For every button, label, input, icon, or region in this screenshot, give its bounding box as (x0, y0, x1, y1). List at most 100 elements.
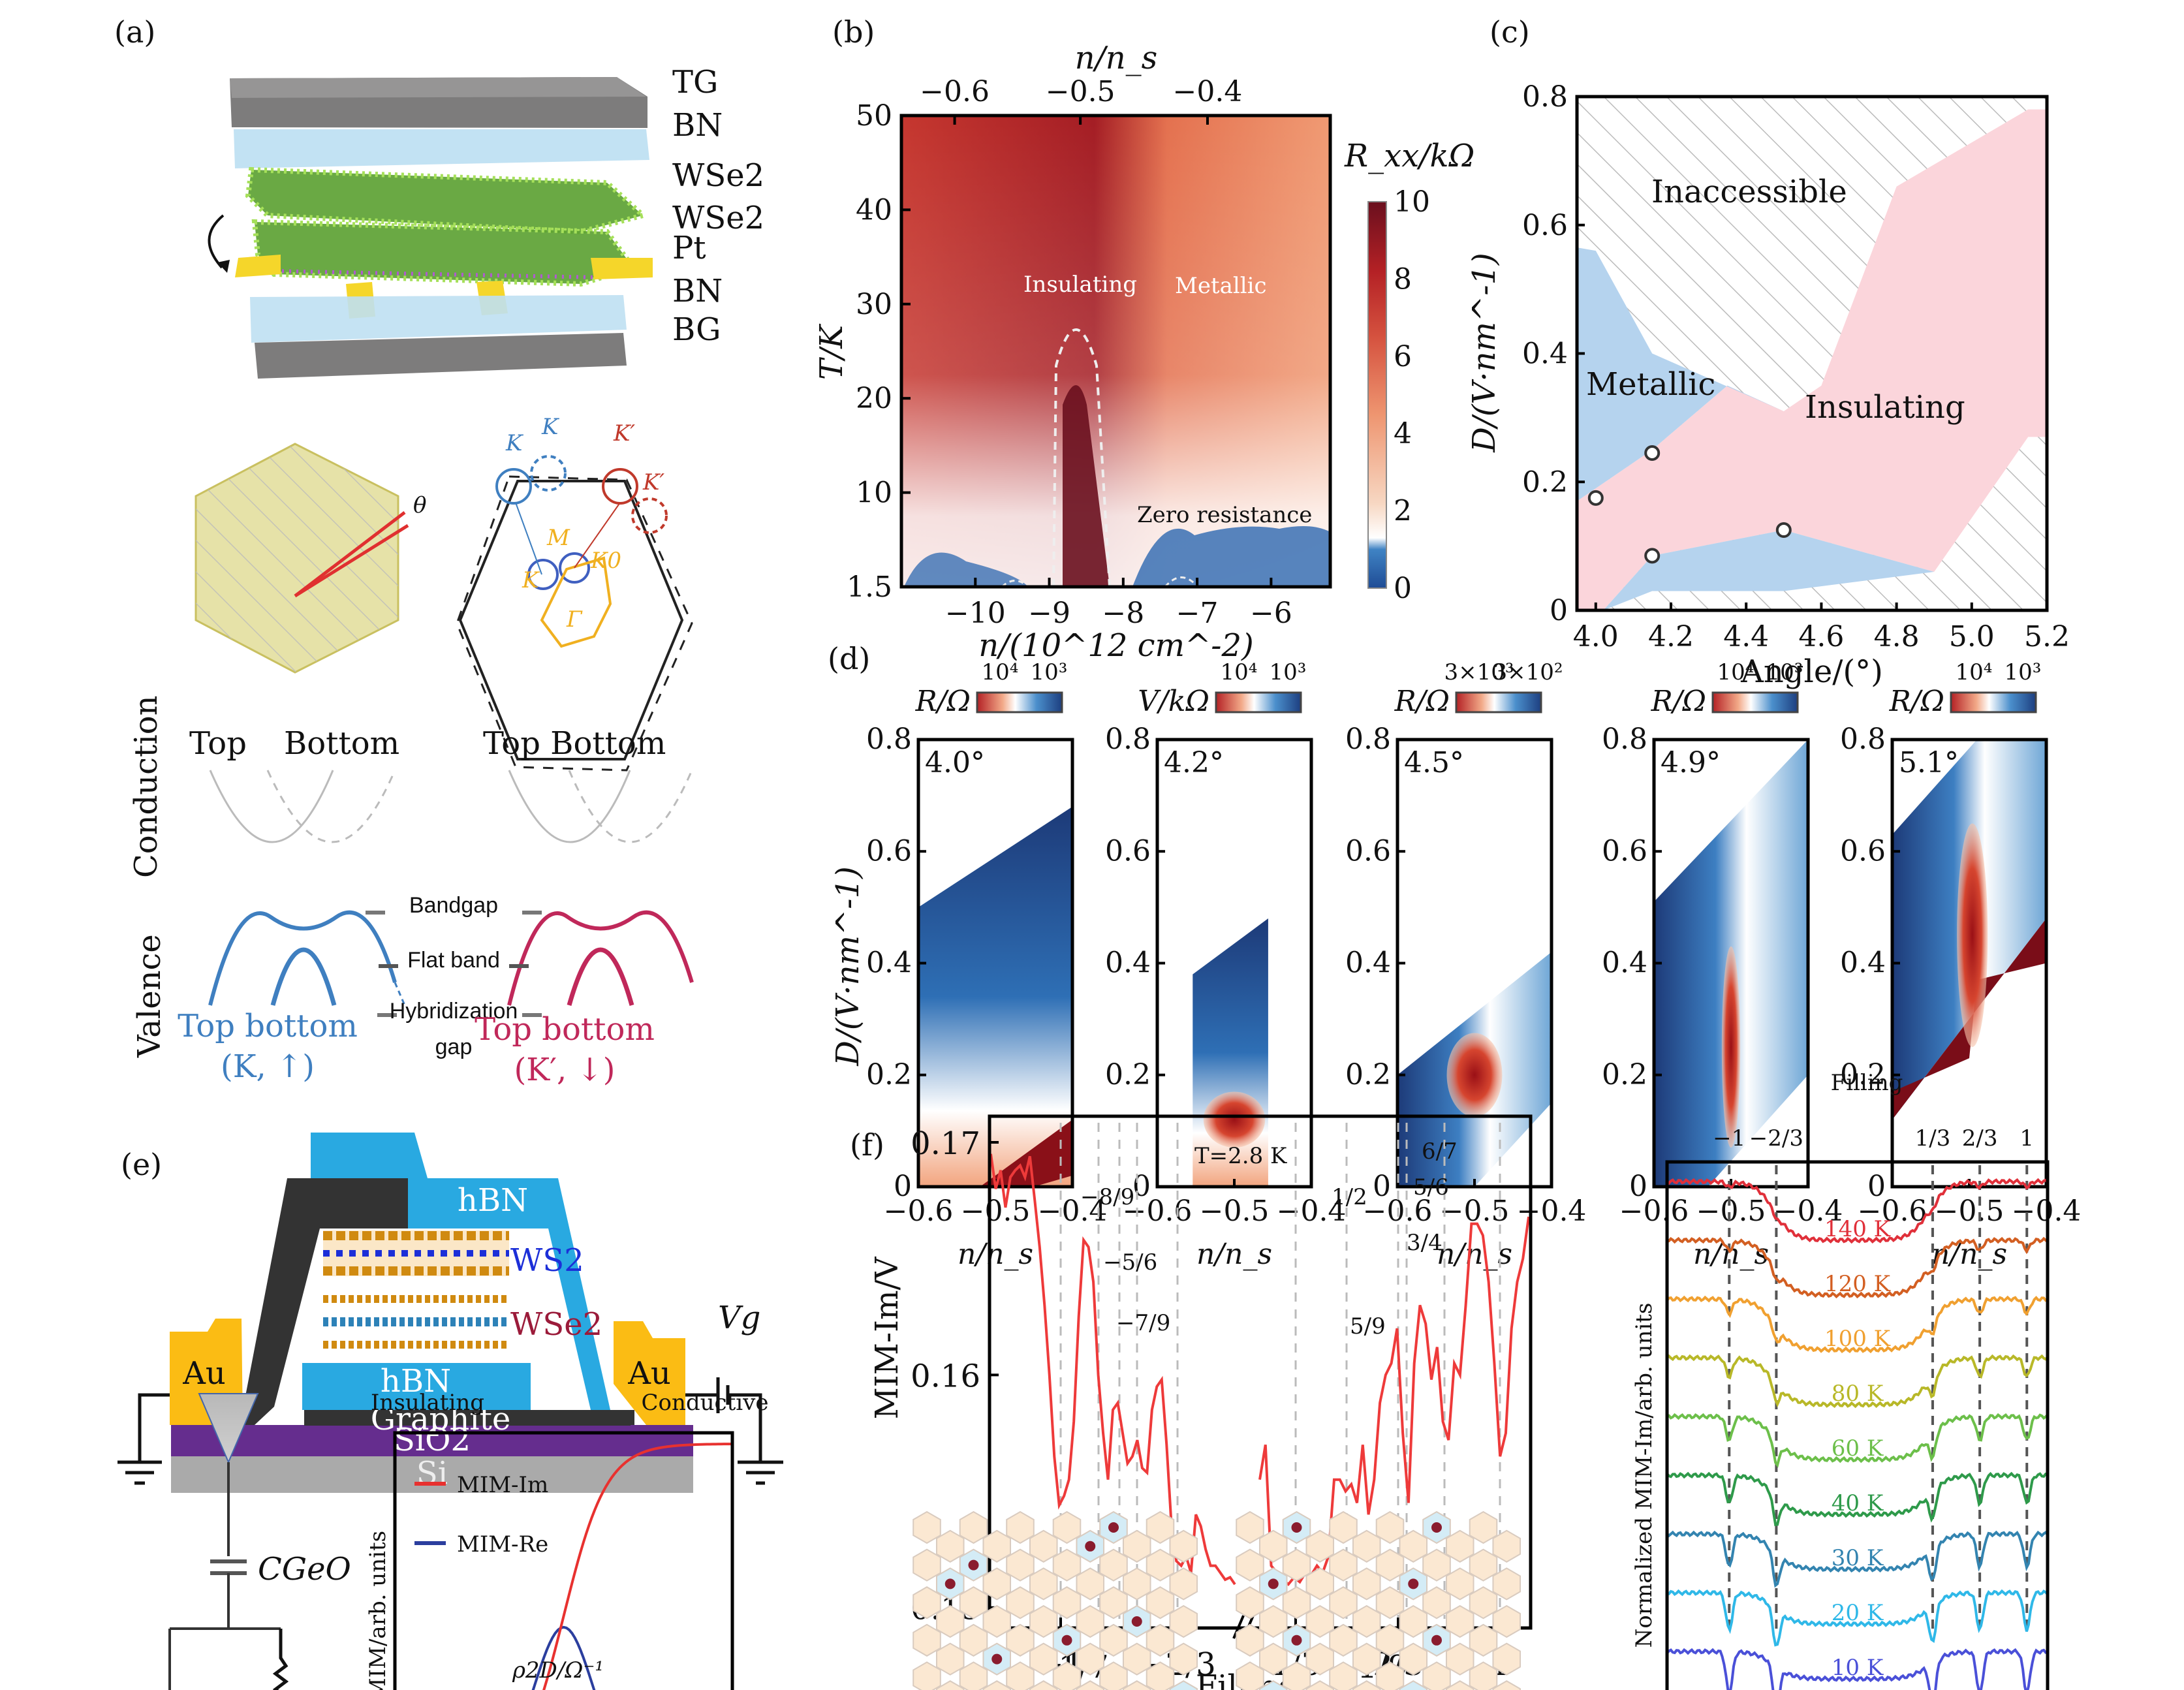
r-ylabel: Normalized MIM-Im/arb. units (1631, 1303, 1657, 1648)
band-header-bottom: Bottom (284, 725, 399, 762)
band-header-top: Top (189, 725, 247, 762)
b-colorbar-tick: 0 (1394, 572, 1412, 605)
b-ytick-label: 1.5 (847, 571, 892, 604)
mim-tip-icon (198, 1393, 259, 1464)
lattice-site (1052, 1510, 1082, 1544)
b-ytick-label: 40 (856, 193, 892, 227)
d-colorbar-tick: 10⁴ (1221, 659, 1258, 685)
d-ytick-label: 0.2 (1345, 1058, 1391, 1091)
c-ylabel: D/(V·nm^-1) (1466, 253, 1503, 452)
d-xtick-label: −0.5 (1200, 1195, 1270, 1228)
lattice-site (913, 1661, 941, 1690)
annotation-insulating: Insulating (1023, 272, 1137, 298)
panel-label-d: (d) (828, 641, 870, 676)
lattice-site (982, 1680, 1012, 1690)
electron-dot (1431, 1522, 1442, 1533)
si-label: Si (416, 1455, 448, 1492)
zero-resistance-right (1132, 526, 1330, 587)
b-colorbar-tick: 10 (1394, 185, 1430, 219)
lattice-site (982, 1604, 1012, 1638)
lattice-site (1305, 1604, 1335, 1638)
d-heatmap-region (918, 806, 1072, 1187)
lattice-site-occupied (1258, 1680, 1288, 1690)
f-ylabel: MIM-Im/V (869, 1256, 905, 1419)
panel-c-phase-diagram: Inaccessible Metallic Insulating 4.0 4.2 4… (1466, 80, 2070, 690)
d-xtick-label: −0.6 (1123, 1195, 1193, 1228)
lattice-site (1029, 1680, 1058, 1690)
cgeo-label: CGeO (258, 1551, 351, 1588)
b-ytick-label: 50 (856, 99, 892, 133)
c-xtick-label: 4.2 (1648, 620, 1694, 653)
lattice-site (1006, 1661, 1035, 1690)
lattice-site (1006, 1586, 1035, 1620)
d-colorbar (1950, 691, 2037, 713)
c-data-point (1587, 490, 1604, 506)
electron-dot (1408, 1578, 1419, 1589)
layer-label-bn-bottom: BN (672, 273, 723, 309)
d-xtick-label: −0.6 (1619, 1195, 1689, 1228)
d-xtick-label: −0.6 (1858, 1195, 1927, 1228)
au-right-label: Au (627, 1355, 671, 1392)
d-insulating-blob (1957, 823, 1988, 1047)
d-colorbar-tick: 3×10³ (1444, 659, 1514, 685)
lattice-site (1329, 1510, 1358, 1544)
panel-label-c: (c) (1490, 14, 1530, 50)
brillouin-zone: K K K′ K′ M K0 K Γ (456, 414, 693, 772)
electron-dot (1131, 1616, 1142, 1627)
gap-label-flatband: Flat band (407, 948, 500, 973)
bz-label-k0: K0 (590, 548, 621, 574)
wse2-label: WSe2 (510, 1306, 602, 1343)
layer-label-bn-top: BN (672, 107, 723, 144)
lattice-site (959, 1623, 988, 1657)
d-colorbar-tick: 10⁴ (1717, 659, 1755, 685)
heatmap-b-fade (901, 116, 1330, 587)
lattice-site (1258, 1529, 1288, 1563)
lattice-site (935, 1604, 965, 1638)
d-colorbar-label: R/Ω (1651, 685, 1706, 718)
gap-label-bandgap: Bandgap (409, 893, 498, 918)
f-fraction-label: 5/6 (1413, 1174, 1449, 1200)
c-data-point (1644, 445, 1661, 461)
e-top-label-conductive: Conductive (642, 1390, 769, 1416)
lattice-site (913, 1510, 941, 1544)
e-top-label-insulating: Insulating (371, 1390, 484, 1416)
d-ytick-label: 0 (894, 1170, 912, 1203)
lattice-site (1146, 1510, 1175, 1544)
row-label-valence: Valence (131, 934, 168, 1058)
annotation-metallic: Metallic (1175, 273, 1267, 299)
electron-dot (1108, 1522, 1119, 1533)
r-series-label: 40 K (1832, 1490, 1884, 1516)
b-ytick-label: 20 (856, 382, 892, 415)
d-ytick-label: 0.8 (1840, 723, 1886, 756)
sio2-label: SiO2 (394, 1422, 471, 1458)
lattice-site (1375, 1623, 1405, 1657)
bz-label-kp1: K′ (613, 420, 635, 446)
b-colorbar-tick: 6 (1394, 340, 1412, 373)
e-ylabel: MIM/arb. units (365, 1531, 391, 1690)
c-xtick-label: 4.0 (1573, 620, 1619, 653)
d-subplot: 4.5°00.20.40.60.8−0.6 −0.5 −0.4n/n_sR/Ω3×1… (1345, 659, 1586, 1271)
lattice-site (1422, 1661, 1451, 1690)
f-fraction-label: 5/9 (1350, 1313, 1386, 1339)
lattice-site (1006, 1510, 1035, 1544)
lattice-site (1445, 1567, 1474, 1601)
lattice-site (1076, 1642, 1105, 1676)
bz-label-k2: K (541, 414, 560, 440)
b-ylabel: T/K (813, 323, 850, 380)
e-series-mim-im (542, 1443, 733, 1690)
c-xtick-label: 5.2 (2024, 620, 2070, 653)
r-series-line (1666, 1589, 2049, 1647)
graphite-top-gate (209, 1178, 408, 1425)
f-ytick-label: 0.17 (911, 1125, 980, 1162)
d-ytick-label: 0.6 (1345, 834, 1391, 868)
d-insulating-blob (1203, 1091, 1266, 1148)
lattice-site (1492, 1680, 1521, 1690)
electron-dot (1085, 1541, 1096, 1552)
d-ytick-label: 0.4 (1602, 947, 1647, 980)
lattice-site (1052, 1548, 1082, 1582)
d-ytick-label: 0 (1373, 1170, 1391, 1203)
f-series-left (990, 1153, 1236, 1586)
bz-label-m: M (546, 525, 570, 551)
annotation-zero-resistance: Zero resistance (1137, 502, 1312, 528)
layer-label-wse2-bottom: WSe2 (672, 200, 764, 236)
